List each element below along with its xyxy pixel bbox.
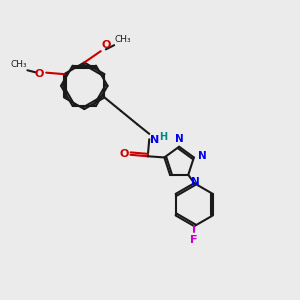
Text: CH₃: CH₃ bbox=[10, 60, 27, 69]
Text: N: N bbox=[176, 134, 184, 144]
Text: H: H bbox=[159, 132, 167, 142]
Text: O: O bbox=[35, 69, 44, 79]
Text: N: N bbox=[198, 151, 206, 161]
Text: N: N bbox=[151, 135, 160, 145]
Text: O: O bbox=[102, 40, 111, 50]
Text: O: O bbox=[119, 149, 129, 160]
Text: CH₃: CH₃ bbox=[115, 35, 131, 44]
Text: N: N bbox=[190, 177, 200, 187]
Text: F: F bbox=[190, 235, 198, 244]
